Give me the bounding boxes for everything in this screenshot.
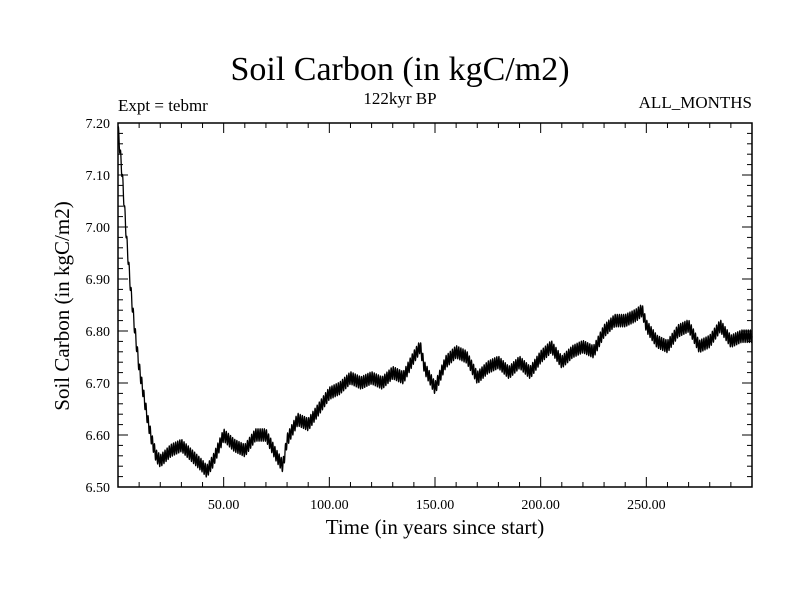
y-axis-label: Soil Carbon (in kgC/m2) <box>50 201 74 411</box>
y-tick-label: 7.10 <box>86 169 111 184</box>
x-tick-label: 150.00 <box>416 498 455 513</box>
x-tick-label: 100.00 <box>310 498 349 513</box>
y-tick-label: 6.50 <box>86 481 111 496</box>
chart-subtitle: 122kyr BP <box>363 89 437 108</box>
x-axis-ticks: 50.00 100.00 150.00 200.00 250.00 <box>138 123 732 513</box>
y-tick-label: 6.70 <box>86 377 111 392</box>
curve-layer <box>117 126 753 478</box>
series-line <box>117 126 753 478</box>
x-tick-label: 200.00 <box>521 498 560 513</box>
y-tick-label: 6.80 <box>86 325 111 340</box>
months-label: ALL_MONTHS <box>638 93 752 112</box>
chart-title: Soil Carbon (in kgC/m2) <box>230 51 570 88</box>
y-tick-label: 6.90 <box>86 273 111 288</box>
x-tick-label: 50.00 <box>208 498 240 513</box>
y-tick-label: 7.20 <box>86 117 111 132</box>
y-tick-label: 6.60 <box>86 429 111 444</box>
x-axis-label: Time (in years since start) <box>325 515 545 539</box>
y-axis-ticks: 6.50 6.60 6.70 6.80 6.90 7.00 7.10 7.20 <box>86 117 752 496</box>
plot-frame <box>117 122 753 488</box>
experiment-label: Expt = tebmr <box>118 96 208 115</box>
x-tick-label: 250.00 <box>627 498 666 513</box>
y-tick-label: 7.00 <box>86 221 111 236</box>
